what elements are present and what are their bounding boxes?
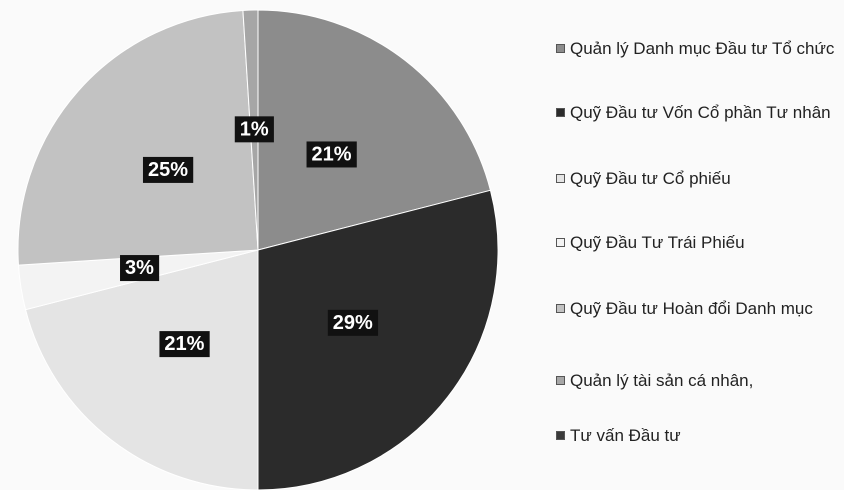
legend-item: Quỹ Đầu tư Cổ phiếu: [556, 168, 841, 189]
data-label-text: 29%: [333, 312, 373, 334]
data-label-box: [327, 309, 379, 336]
legend-label: Quỹ Đầu tư Vốn Cổ phần Tư nhân: [570, 103, 831, 122]
pie-slice: [257, 9, 492, 251]
pie-slice: [24, 249, 259, 490]
data-label-text: 21%: [164, 333, 204, 355]
legend-item: Quản lý Danh mục Đầu tư Tổ chức: [556, 38, 841, 59]
legend-item: Tư vấn Đầu tư: [556, 425, 841, 446]
legend-item: Quỹ Đầu Tư Trái Phiếu: [556, 232, 841, 253]
data-label: 25%: [142, 156, 194, 183]
legend-label: Quỹ Đầu tư Cổ phiếu: [570, 169, 731, 188]
data-label: 1%: [234, 116, 274, 143]
legend-swatch: [556, 174, 565, 183]
pie-slice: [257, 189, 499, 490]
data-label: 21%: [306, 141, 357, 168]
legend-label: Quản lý tài sản cá nhân,: [570, 371, 754, 390]
legend-item: Quỹ Đầu tư Vốn Cổ phần Tư nhân: [556, 102, 841, 123]
legend-label: Tư vấn Đầu tư: [570, 426, 681, 445]
chart: 21% 29% 21% 3% 25% 1%: [17, 9, 499, 490]
data-label-box: [159, 331, 210, 358]
legend-label: Quản lý Danh mục Đầu tư Tổ chức: [570, 39, 835, 58]
legend-swatch: [556, 431, 565, 440]
data-label: 29%: [327, 309, 379, 336]
data-label-box: [306, 141, 357, 168]
legend-swatch: [556, 376, 565, 385]
data-label-box: [142, 156, 194, 183]
data-label-text: 21%: [312, 143, 352, 165]
data-label: 21%: [159, 331, 210, 358]
legend-item: Quản lý tài sản cá nhân,: [556, 370, 841, 391]
legend-label: Quỹ Đầu Tư Trái Phiếu: [570, 233, 745, 252]
data-label-box: [234, 116, 274, 143]
legend-swatch: [556, 238, 565, 247]
pie-slice: [17, 9, 259, 266]
legend-item: Quỹ Đầu tư Hoàn đổi Danh mục: [556, 298, 841, 319]
data-label-text: 25%: [148, 159, 188, 181]
data-label-text: 3%: [125, 257, 154, 279]
data-label-text: 1%: [240, 118, 269, 140]
legend-swatch: [556, 108, 565, 117]
legend: Quản lý Danh mục Đầu tư Tổ chức Quỹ Đầu t…: [556, 0, 841, 490]
data-label-box: [120, 255, 160, 282]
legend-swatch: [556, 44, 565, 53]
legend-label: Quỹ Đầu tư Hoàn đổi Danh mục: [570, 299, 813, 318]
legend-swatch: [556, 304, 565, 313]
data-label: 3%: [120, 255, 160, 282]
